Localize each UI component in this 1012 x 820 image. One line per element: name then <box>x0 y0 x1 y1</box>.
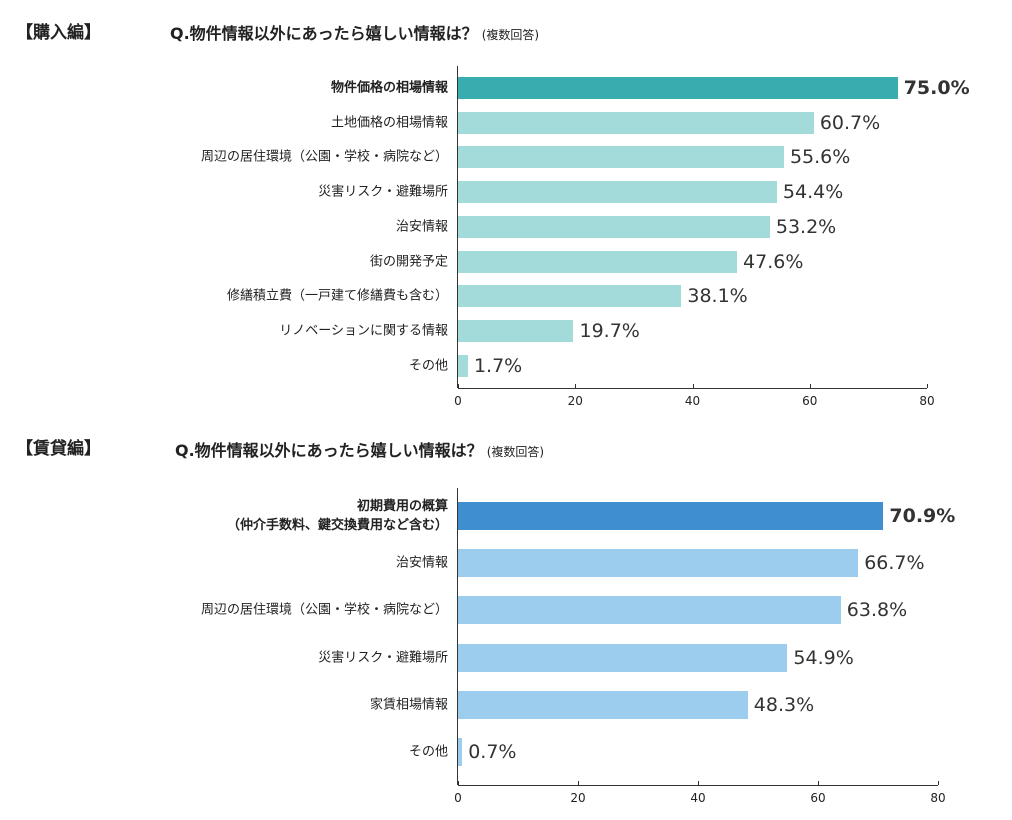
section-label: 【購入編】 <box>16 23 101 43</box>
value-label: 19.7% <box>579 319 640 342</box>
category-label: 災害リスク・避難場所 <box>318 184 448 200</box>
tick-mark <box>458 384 459 388</box>
x-tick-label: 20 <box>567 394 583 408</box>
x-tick-label: 40 <box>684 394 701 408</box>
value-label: 75.0% <box>903 77 970 99</box>
x-tick-label: 80 <box>919 394 935 408</box>
bar <box>458 146 784 169</box>
category-label: 周辺の居住環境（公園・学校・病院など） <box>200 149 448 165</box>
value-label: 48.3% <box>753 693 815 716</box>
y-axis-line <box>457 488 458 785</box>
category-label: 街の開発予定 <box>369 254 448 269</box>
bar <box>458 215 770 238</box>
x-tick-label: 80 <box>930 791 946 805</box>
bar <box>458 502 884 530</box>
value-label: 60.7% <box>819 111 881 134</box>
value-label: 63.8% <box>846 599 908 622</box>
tick-mark <box>809 384 811 388</box>
x-tick-label: 0 <box>454 791 462 805</box>
bar <box>458 77 898 99</box>
tick-mark <box>698 781 699 785</box>
category-label: 家賃相場情報 <box>369 697 448 713</box>
value-label: 55.6% <box>789 146 851 169</box>
bar <box>458 285 682 308</box>
category-label: 初期費用の概算 （仲介手数料、鍵交換費用など含む） <box>226 499 448 533</box>
x-tick-label: 60 <box>802 394 818 408</box>
y-axis-line <box>457 66 458 388</box>
value-label: 54.9% <box>793 646 854 669</box>
tick-mark <box>578 781 579 785</box>
x-tick-label: 20 <box>570 791 586 805</box>
bar <box>458 549 859 578</box>
bar <box>458 354 468 377</box>
bar <box>458 181 777 204</box>
category-label: 治安情報 <box>395 555 448 571</box>
category-label: 周辺の居住環境（公園・学校・病院など） <box>200 602 448 618</box>
category-label: 土地価格の相場情報 <box>330 115 448 131</box>
bar <box>458 643 788 672</box>
value-label: 66.7% <box>864 552 925 575</box>
category-label: 治安情報 <box>395 219 448 235</box>
x-axis-line <box>458 785 938 786</box>
tick-mark <box>818 781 819 785</box>
tick-mark <box>927 384 928 388</box>
value-label: 38.1% <box>687 285 748 308</box>
tick-mark <box>692 384 694 388</box>
value-label: 53.2% <box>775 215 837 238</box>
tick-mark <box>458 781 459 785</box>
category-label: その他 <box>408 744 448 760</box>
value-label: 0.7% <box>468 741 517 763</box>
bar <box>458 690 748 719</box>
chart-title: Q.物件情報以外にあったら嬉しい情報は？ (複数回答) <box>170 24 540 43</box>
bar <box>458 596 841 625</box>
chart-subtitle: (複数回答) <box>486 445 545 459</box>
value-label: 70.9% <box>889 505 956 527</box>
category-label: 物件価格の相場情報 <box>330 80 448 96</box>
category-label: 修繕積立費（一戸建て修繕費も含む） <box>226 288 448 304</box>
bar <box>458 738 463 766</box>
value-label: 54.4% <box>782 181 844 204</box>
tick-mark <box>575 384 577 388</box>
bar <box>458 250 738 273</box>
x-axis-line <box>458 388 927 389</box>
value-label: 47.6% <box>743 250 804 273</box>
chart-subtitle: (複数回答) <box>481 28 540 42</box>
section-label: 【賃貸編】 <box>16 439 101 459</box>
x-tick-label: 0 <box>454 394 462 408</box>
x-tick-label: 40 <box>690 791 706 805</box>
category-label: リノベーションに関する情報 <box>279 323 448 339</box>
tick-mark <box>938 781 939 785</box>
bar <box>458 319 574 342</box>
category-label: 災害リスク・避難場所 <box>318 650 448 666</box>
bar <box>458 111 814 134</box>
x-tick-label: 60 <box>810 791 826 805</box>
value-label: 1.7% <box>473 354 523 377</box>
category-label: その他 <box>408 358 448 374</box>
chart-title: Q.物件情報以外にあったら嬉しい情報は？ (複数回答) <box>175 441 545 460</box>
